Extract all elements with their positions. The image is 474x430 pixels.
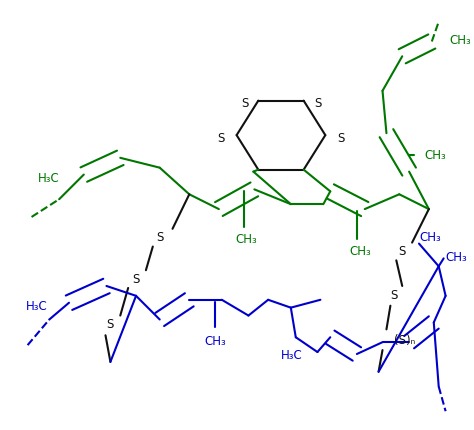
Text: (S)ₙ: (S)ₙ — [394, 333, 416, 346]
Text: CH₃: CH₃ — [419, 230, 441, 244]
Text: H₃C: H₃C — [281, 349, 303, 362]
Text: S: S — [132, 272, 140, 285]
Text: H₃C: H₃C — [37, 172, 59, 184]
Text: S: S — [399, 244, 406, 258]
Text: CH₃: CH₃ — [449, 34, 471, 47]
Text: H₃C: H₃C — [26, 300, 47, 313]
Text: S: S — [107, 317, 114, 330]
Text: CH₃: CH₃ — [236, 233, 257, 246]
Text: CH₃: CH₃ — [349, 244, 371, 258]
Text: S: S — [314, 97, 321, 110]
Text: CH₃: CH₃ — [424, 149, 446, 162]
Text: CH₃: CH₃ — [446, 250, 467, 263]
Text: S: S — [337, 131, 345, 144]
Text: CH₃: CH₃ — [204, 334, 226, 347]
Text: S: S — [217, 131, 225, 144]
Text: S: S — [241, 97, 248, 110]
Text: S: S — [156, 230, 164, 244]
Text: S: S — [391, 289, 398, 302]
